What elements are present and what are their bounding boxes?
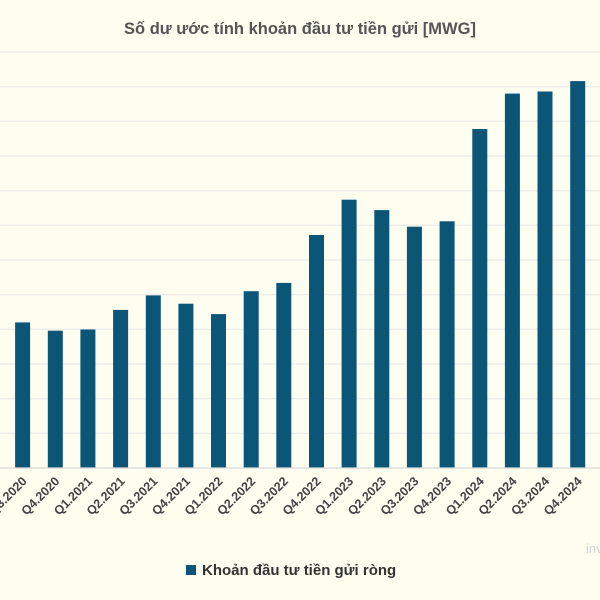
bar-q3-2023: [406, 226, 422, 468]
bar-q1-2022: [211, 314, 226, 468]
gridlines: [0, 51, 600, 434]
bars: [15, 81, 586, 468]
bar-q2-2023: [374, 210, 390, 468]
bar-q3-2020: [15, 322, 31, 468]
bar-q1-2023: [341, 199, 357, 468]
x-tick-labels: Q2.2020Q3.2020Q4.2020Q1.2021Q2.2021Q3.20…: [0, 474, 585, 518]
bar-q2-2021: [113, 309, 129, 468]
chart-title: Số dư ước tính khoản đầu tư tiền gửi [MW…: [124, 20, 476, 38]
legend-swatch: [186, 565, 196, 575]
watermark: inv: [586, 541, 600, 556]
bar-q3-2021: [145, 295, 161, 468]
bar-q4-2021: [178, 303, 194, 468]
bar-q2-2024: [504, 93, 520, 468]
legend: Khoản đầu tư tiền gửi ròng: [186, 562, 396, 579]
bar-q4-2022: [309, 235, 324, 468]
bar-q4-2020: [47, 330, 63, 468]
bar-q3-2024: [537, 91, 553, 468]
bar-q4-2024: [570, 81, 586, 468]
bar-q1-2021: [80, 329, 96, 468]
bar-q4-2023: [439, 221, 455, 468]
bar-q3-2022: [276, 282, 292, 468]
legend-label: Khoản đầu tư tiền gửi ròng: [202, 562, 396, 579]
bar-q1-2024: [472, 129, 488, 468]
bar-q2-2022: [243, 291, 259, 468]
